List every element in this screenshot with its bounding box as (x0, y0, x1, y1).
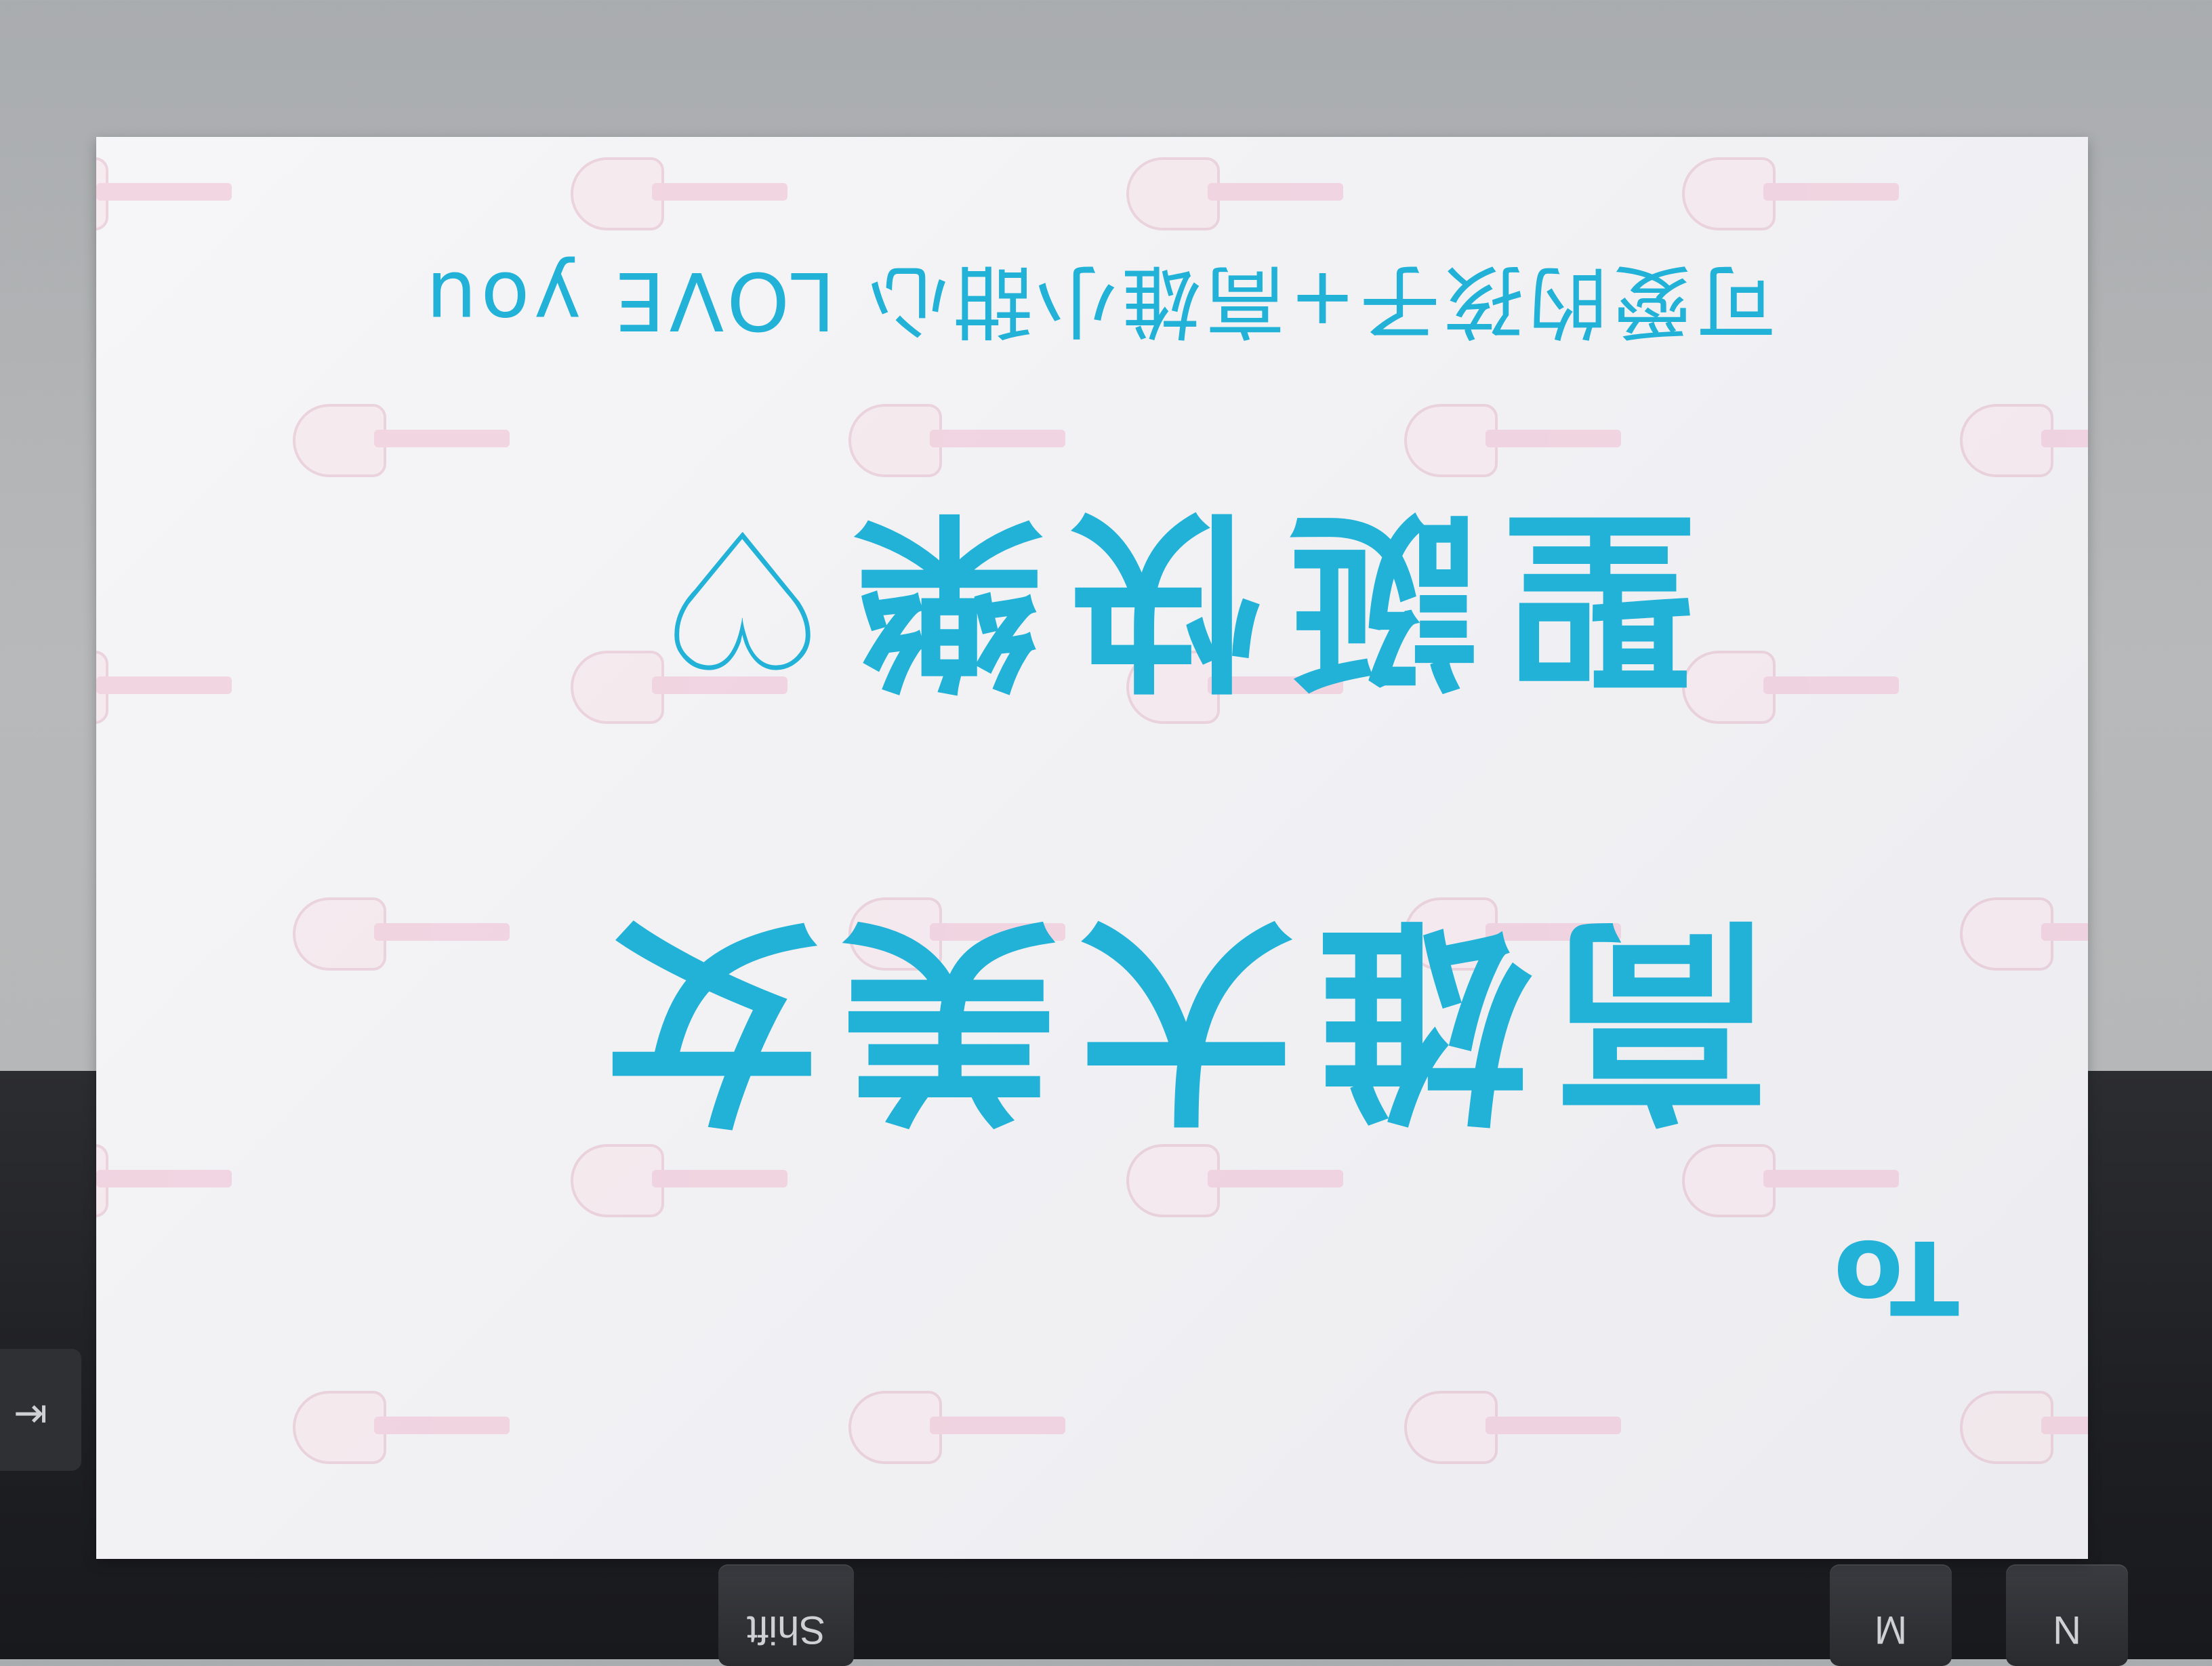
motif-cap (1404, 1391, 1498, 1464)
pattern-motif (1404, 397, 1621, 479)
motif-bar (930, 430, 1065, 447)
motif-bar (2041, 923, 2088, 941)
motif-cap (571, 1144, 664, 1217)
pattern-motif (1126, 1137, 1343, 1219)
motif-cap (293, 1391, 386, 1464)
shift-key-label: Shift (746, 1608, 826, 1652)
motif-bar (1208, 1170, 1343, 1187)
motif-cap (848, 897, 942, 971)
motif-cap (1960, 1391, 2053, 1464)
n-key-label: N (2053, 1608, 2081, 1652)
pattern-motif (848, 1384, 1065, 1465)
pattern-motif (848, 891, 1065, 972)
motif-cap (293, 404, 386, 477)
motif-cap (1126, 157, 1220, 230)
pattern-motif (1960, 397, 2088, 479)
motif-cap (1404, 404, 1498, 477)
pattern-motif (571, 644, 787, 725)
keyboard-bottom-row: Shift M N (0, 1559, 2212, 1666)
motif-bar (1763, 676, 1899, 694)
motif-cap (1126, 1144, 1220, 1217)
pattern-motif (848, 397, 1065, 479)
pattern-motif (571, 150, 787, 232)
pattern-motif (1682, 1137, 1899, 1219)
tab-key: ⇥ (0, 1349, 81, 1471)
pattern-motif (1404, 1384, 1621, 1465)
message-text: 聖誕快樂♡ (630, 487, 1695, 708)
motif-bar (652, 1170, 787, 1187)
card-content-upside-down: To 高雄大美女 聖誕快樂♡ 可愛的孩子+高雄小甜心 LOVE you (96, 137, 2088, 1559)
greeting-text: To (1833, 1217, 1959, 1335)
pattern-motif (1126, 150, 1343, 232)
pattern-motif (1960, 1384, 2088, 1465)
pattern-motif (1682, 150, 1899, 232)
motif-bar (930, 923, 1065, 941)
pattern-motif (96, 150, 232, 232)
motif-bar (96, 1170, 232, 1187)
m-key-label: M (1874, 1608, 1908, 1652)
motif-bar (652, 183, 787, 201)
motif-bar (1486, 430, 1621, 447)
signoff-text: 可愛的孩子+高雄小甜心 LOVE you (422, 254, 1776, 348)
christmas-card: To 高雄大美女 聖誕快樂♡ 可愛的孩子+高雄小甜心 LOVE you (96, 137, 2088, 1559)
pattern-motif (1404, 891, 1621, 972)
pattern-motif (1126, 644, 1343, 725)
motif-bar (374, 923, 510, 941)
pattern-motif (1960, 891, 2088, 972)
motif-bar (96, 676, 232, 694)
motif-bar (1763, 183, 1899, 201)
pattern-motif (293, 397, 510, 479)
motif-bar (930, 1417, 1065, 1434)
pattern-motif (96, 1137, 232, 1219)
motif-bar (652, 676, 787, 694)
tab-key-label: ⇥ (14, 1389, 48, 1437)
card-pattern (96, 137, 2088, 1559)
motif-cap (1682, 651, 1776, 724)
motif-cap (848, 1391, 942, 1464)
pattern-motif (96, 644, 232, 725)
motif-cap (848, 404, 942, 477)
motif-cap (571, 157, 664, 230)
shift-key: Shift (718, 1564, 854, 1666)
motif-bar (374, 1417, 510, 1434)
motif-bar (96, 183, 232, 201)
motif-bar (1763, 1170, 1899, 1187)
motif-cap (1404, 897, 1498, 971)
motif-cap (1126, 651, 1220, 724)
motif-bar (1208, 183, 1343, 201)
m-key: M (1830, 1564, 1952, 1666)
motif-bar (374, 430, 510, 447)
n-key: N (2006, 1564, 2128, 1666)
recipient-text: 高雄大美女 (583, 891, 1769, 1143)
motif-bar (1486, 1417, 1621, 1434)
pattern-motif (293, 1384, 510, 1465)
pattern-motif (1682, 644, 1899, 725)
motif-bar (1208, 676, 1343, 694)
motif-cap (1960, 897, 2053, 971)
pattern-motif (571, 1137, 787, 1219)
motif-bar (2041, 1417, 2088, 1434)
motif-bar (1486, 923, 1621, 941)
motif-bar (2041, 430, 2088, 447)
pattern-motif (293, 891, 510, 972)
motif-cap (293, 897, 386, 971)
motif-cap (1682, 157, 1776, 230)
